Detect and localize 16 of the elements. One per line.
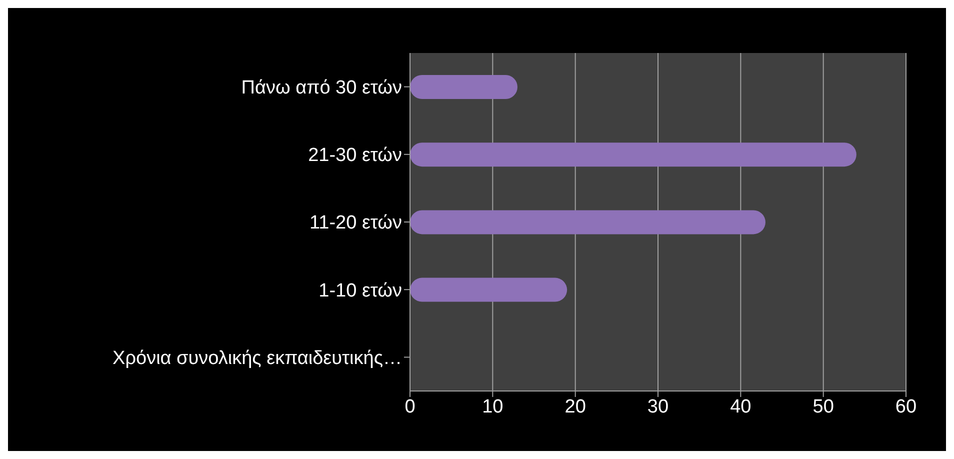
x-tick-label: 50	[812, 396, 834, 418]
x-tick-label: 20	[564, 396, 586, 418]
bar	[410, 210, 766, 234]
bar	[410, 75, 518, 99]
x-tick-label: 0	[404, 396, 416, 418]
y-tick-label: 1-10 ετών	[318, 280, 402, 302]
x-tick-label: 30	[647, 396, 669, 418]
y-tick-label: Πάνω από 30 ετών	[241, 78, 402, 99]
x-tick-label: 10	[482, 396, 504, 418]
bar	[410, 278, 568, 302]
x-tick-label: 40	[730, 396, 752, 418]
bar	[410, 142, 856, 167]
y-tick-label: Χρόνια συνολικής εκπαιδευτικής…	[112, 348, 402, 369]
y-tick-label: 21-30 ετών	[308, 145, 402, 166]
x-tick-label: 60	[895, 396, 917, 418]
y-tick-label: 11-20 ετών	[309, 212, 402, 234]
